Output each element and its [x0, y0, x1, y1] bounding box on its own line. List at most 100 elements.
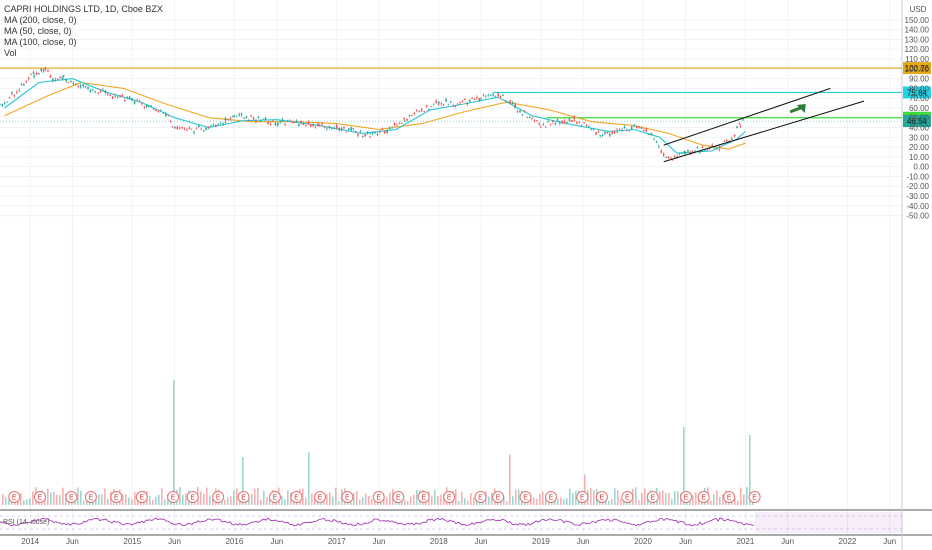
- y-tick-label: 60.00: [909, 104, 930, 113]
- rsi-label: RSI (14, close): [3, 519, 49, 526]
- earnings-marker-icon[interactable]: E: [341, 491, 354, 503]
- trend-line[interactable]: [663, 87, 831, 146]
- x-tick-label: Jun: [66, 537, 79, 546]
- y-tick-label: 110.00: [905, 55, 929, 64]
- x-tick-label: Jun: [883, 537, 896, 546]
- y-tick-label: 140.00: [905, 26, 930, 35]
- earnings-marker-icon[interactable]: E: [544, 491, 557, 503]
- earnings-marker-icon[interactable]: E: [392, 491, 405, 503]
- earnings-marker-icon[interactable]: E: [313, 491, 326, 503]
- earnings-marker-icon[interactable]: E: [110, 491, 123, 503]
- svg-text:E: E: [190, 495, 195, 502]
- earnings-marker-icon[interactable]: E: [748, 491, 761, 503]
- price-axis[interactable]: 150.00140.00130.00120.00110.00100.0090.0…: [905, 5, 930, 221]
- svg-text:E: E: [345, 495, 350, 502]
- earnings-marker-icon[interactable]: E: [372, 491, 385, 503]
- legend-ma50[interactable]: MA (50, close, 0): [4, 26, 72, 36]
- x-tick-label: Jun: [781, 537, 794, 546]
- earnings-marker-icon[interactable]: E: [621, 491, 634, 503]
- ma-fast-line: [4, 78, 746, 154]
- earnings-marker-icon[interactable]: E: [33, 491, 46, 503]
- x-tick-label: Jun: [475, 537, 488, 546]
- y-tick-label: 130.00: [905, 35, 930, 44]
- svg-text:E: E: [523, 495, 528, 502]
- y-tick-label: 150.00: [905, 16, 930, 25]
- svg-text:E: E: [38, 495, 43, 502]
- earnings-marker-icon[interactable]: E: [135, 491, 148, 503]
- svg-text:E: E: [318, 495, 323, 502]
- svg-text:E: E: [69, 495, 74, 502]
- x-tick-label: 2021: [736, 537, 754, 546]
- earnings-marker-icon[interactable]: E: [290, 491, 303, 503]
- symbol-title[interactable]: CAPRI HOLDINGS LTD, 1D, Cboe BZX: [4, 4, 163, 14]
- x-tick-label: 2014: [21, 537, 39, 546]
- x-tick-label: Jun: [679, 537, 692, 546]
- grid: [0, 0, 902, 535]
- earnings-marker-icon[interactable]: E: [680, 491, 693, 503]
- x-tick-label: Jun: [373, 537, 386, 546]
- x-tick-label: 2015: [123, 537, 141, 546]
- level-badge: [903, 115, 931, 128]
- y-tick-label: -30.00: [906, 192, 929, 201]
- trend-line[interactable]: [663, 100, 865, 163]
- y-tick-label: 30.00: [909, 133, 930, 142]
- earnings-marker-icon[interactable]: E: [167, 491, 180, 503]
- y-tick-label: 0.00: [913, 163, 929, 172]
- svg-text:E: E: [396, 495, 401, 502]
- y-tick-label: -40.00: [906, 202, 929, 211]
- earnings-marker-icon[interactable]: E: [443, 491, 456, 503]
- svg-text:E: E: [171, 495, 176, 502]
- earnings-marker-icon[interactable]: E: [417, 491, 430, 503]
- svg-text:E: E: [701, 495, 706, 502]
- earnings-marker-icon[interactable]: E: [212, 491, 225, 503]
- earnings-marker-icon[interactable]: E: [237, 491, 250, 503]
- svg-text:E: E: [216, 495, 221, 502]
- x-tick-label: Jun: [168, 537, 181, 546]
- y-tick-label: 20.00: [909, 143, 930, 152]
- y-tick-label: 100.00: [905, 65, 930, 74]
- svg-text:E: E: [114, 495, 119, 502]
- earnings-marker-icon[interactable]: E: [65, 491, 78, 503]
- y-tick-label: 40.00: [909, 124, 930, 133]
- earnings-marker-icon[interactable]: E: [268, 491, 281, 503]
- earnings-marker-icon[interactable]: E: [595, 491, 608, 503]
- earnings-marker-icon[interactable]: E: [492, 491, 505, 503]
- legend-volume[interactable]: Vol: [4, 48, 17, 58]
- svg-text:E: E: [241, 495, 246, 502]
- earnings-marker-icon[interactable]: E: [84, 491, 97, 503]
- svg-text:E: E: [727, 495, 732, 502]
- earnings-marker-icon[interactable]: E: [474, 491, 487, 503]
- y-tick-label: 80.00: [909, 84, 930, 93]
- up-arrow-icon[interactable]: [789, 104, 806, 114]
- earnings-marker-icon[interactable]: E: [576, 491, 589, 503]
- rsi-future-zone: [755, 512, 902, 533]
- y-tick-label: 10.00: [909, 153, 930, 162]
- candles: [0, 66, 744, 161]
- svg-text:E: E: [273, 495, 278, 502]
- earnings-marker-icon[interactable]: E: [8, 491, 21, 503]
- x-tick-label: 2022: [839, 537, 857, 546]
- y-tick-label: 120.00: [905, 45, 930, 54]
- svg-text:E: E: [421, 495, 426, 502]
- x-tick-label: 2016: [225, 537, 243, 546]
- svg-text:E: E: [650, 495, 655, 502]
- x-tick-label: Jun: [270, 537, 283, 546]
- x-tick-label: Jun: [577, 537, 590, 546]
- earnings-marker-icon[interactable]: E: [697, 491, 710, 503]
- earnings-marker-icon[interactable]: E: [519, 491, 532, 503]
- currency-label[interactable]: USD: [910, 5, 927, 14]
- earnings-marker-icon[interactable]: E: [723, 491, 736, 503]
- legend-ma100[interactable]: MA (100, close, 0): [4, 37, 77, 47]
- level-badge-label: 100.76: [905, 64, 930, 73]
- svg-text:E: E: [447, 495, 452, 502]
- rsi-line: [0, 517, 755, 527]
- legend-ma200[interactable]: MA (200, close, 0): [4, 15, 77, 25]
- earnings-marker-icon[interactable]: E: [646, 491, 659, 503]
- svg-text:E: E: [684, 495, 689, 502]
- svg-text:E: E: [549, 495, 554, 502]
- x-tick-label: 2017: [328, 537, 346, 546]
- y-tick-label: -10.00: [906, 172, 929, 181]
- earnings-marker-icon[interactable]: E: [186, 491, 199, 503]
